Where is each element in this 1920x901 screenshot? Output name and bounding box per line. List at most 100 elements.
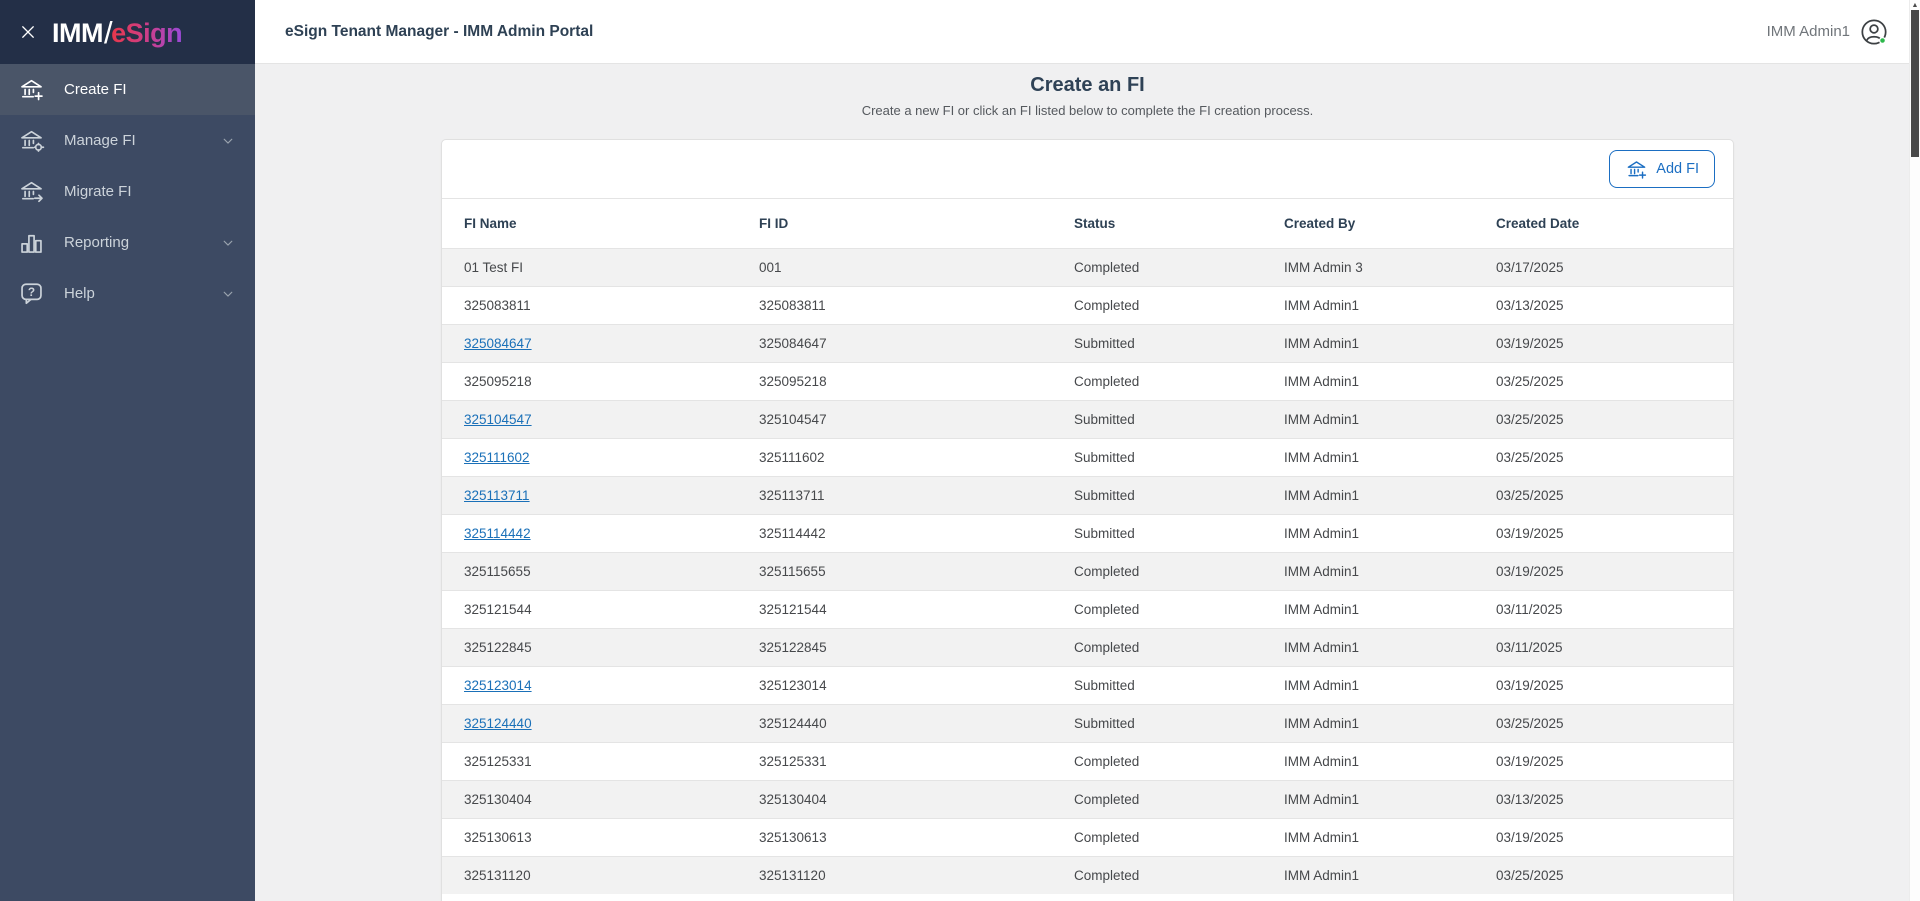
cell-created-by: IMM Admin1 [1284, 665, 1496, 704]
cell-fi-name: 325122845 [442, 627, 759, 666]
user-name: IMM Admin1 [1766, 23, 1850, 40]
svg-text:?: ? [28, 285, 35, 299]
fi-name-link[interactable]: 325084647 [464, 335, 532, 351]
cell-fi-id: 325124440 [759, 703, 1074, 742]
bar-chart-icon [18, 229, 45, 256]
cell-created-by: IMM Admin1 [1284, 817, 1496, 856]
cell-fi-id: 325084647 [759, 323, 1074, 362]
cell-fi-id: 325130404 [759, 779, 1074, 818]
cell-status: Completed [1074, 551, 1284, 590]
cell-status: Submitted [1074, 399, 1284, 438]
cell-fi-name: 325123014 [442, 665, 759, 704]
cell-fi-id: 325122845 [759, 627, 1074, 666]
sidebar-item-create-fi[interactable]: Create FI [0, 64, 255, 115]
cell-created-by: IMM Admin 3 [1284, 247, 1496, 286]
table-header-row: FI Name FI ID Status Created By Created Date [442, 199, 1733, 248]
cell-created-date: 03/25/2025 [1496, 475, 1733, 514]
page-title: Create an FI [1030, 74, 1145, 96]
sidebar-item-migrate-fi[interactable]: Migrate FI [0, 166, 255, 217]
cell-fi-id: 325104547 [759, 399, 1074, 438]
cell-created-date: 03/25/2025 [1496, 855, 1733, 894]
cell-created-by: IMM Admin1 [1284, 779, 1496, 818]
cell-fi-id: 325111602 [759, 437, 1074, 476]
cell-fi-id: 325131120 [759, 855, 1074, 894]
add-fi-button[interactable]: Add FI [1609, 150, 1715, 188]
table-row: 325121544 325121544 Completed IMM Admin1 03/… [442, 589, 1733, 628]
fi-list-card: Add FI FI Name FI ID Status Created By Creat… [441, 139, 1734, 901]
chevron-down-icon [221, 134, 235, 148]
cell-created-date: 03/19/2025 [1496, 551, 1733, 590]
cell-fi-id: 325095218 [759, 361, 1074, 400]
table-row: 325114442 325114442 Submitted IMM Admin1 03/… [442, 513, 1733, 552]
cell-status: Completed [1074, 779, 1284, 818]
sidebar-item-manage-fi[interactable]: Manage FI [0, 115, 255, 166]
fi-name-link[interactable]: 325123014 [464, 677, 532, 693]
cell-created-by: IMM Admin1 [1284, 551, 1496, 590]
cell-created-by: IMM Admin1 [1284, 361, 1496, 400]
sidebar-header: IMM / eSign [0, 0, 255, 64]
cell-created-by: IMM Admin1 [1284, 475, 1496, 514]
cell-fi-id: 325130613 [759, 817, 1074, 856]
cell-fi-name: 325083811 [442, 285, 759, 324]
table-row: 01 Test FI 001 Completed IMM Admin 3 03/17/2… [442, 247, 1733, 286]
cell-created-date: 03/19/2025 [1496, 741, 1733, 780]
logo-imm: IMM [52, 18, 103, 48]
close-icon[interactable] [14, 18, 42, 46]
cell-status: Submitted [1074, 703, 1284, 742]
table-row: 325083811 325083811 Completed IMM Admin1 03/… [442, 285, 1733, 324]
cell-created-date: 03/25/2025 [1496, 361, 1733, 400]
cell-created-date: 03/25/2025 [1496, 399, 1733, 438]
sidebar-item-label: Manage FI [64, 132, 136, 149]
cell-created-date: 03/17/2025 [1496, 247, 1733, 286]
cell-fi-id: 325121544 [759, 589, 1074, 628]
vertical-scrollbar[interactable]: ▲ [1909, 0, 1920, 901]
user-menu[interactable]: IMM Admin1 [1767, 18, 1888, 46]
bank-gear-icon [18, 127, 45, 154]
cell-status: Submitted [1074, 665, 1284, 704]
table-row: 325115655 325115655 Completed IMM Admin1 03/… [442, 551, 1733, 590]
main-content: Create an FI Create a new FI or click an… [255, 64, 1920, 901]
table-row: 325124440 325124440 Submitted IMM Admin1 03/… [442, 703, 1733, 742]
fi-name-link[interactable]: 325104547 [464, 411, 532, 427]
cell-fi-name: 325115655 [442, 551, 759, 590]
cell-created-by: IMM Admin1 [1284, 437, 1496, 476]
fi-table: FI Name FI ID Status Created By Created Date… [442, 199, 1733, 894]
cell-status: Submitted [1074, 513, 1284, 552]
fi-name-link[interactable]: 325113711 [464, 487, 530, 503]
chevron-down-icon [221, 287, 235, 301]
cell-created-by: IMM Admin1 [1284, 323, 1496, 362]
cell-fi-name: 325130613 [442, 817, 759, 856]
scrollbar-thumb[interactable] [1911, 10, 1919, 157]
cell-status: Completed [1074, 247, 1284, 286]
sidebar-item-label: Migrate FI [64, 183, 132, 200]
cell-created-date: 03/11/2025 [1496, 589, 1733, 628]
cell-fi-name: 325104547 [442, 399, 759, 438]
cell-created-by: IMM Admin1 [1284, 399, 1496, 438]
bank-arrow-icon [18, 178, 45, 205]
logo-esign: eSign [111, 18, 183, 48]
table-row: 325122845 325122845 Completed IMM Admin1 03/… [442, 627, 1733, 666]
cell-status: Completed [1074, 855, 1284, 894]
table-row: 325095218 325095218 Completed IMM Admin1 03/… [442, 361, 1733, 400]
cell-fi-name: 325130404 [442, 779, 759, 818]
cell-fi-name: 325113711 [442, 475, 759, 514]
imm-esign-logo: IMM / eSign [52, 14, 183, 50]
cell-status: Submitted [1074, 437, 1284, 476]
fi-name-link[interactable]: 325111602 [464, 449, 530, 465]
sidebar-item-label: Help [64, 285, 95, 302]
cell-fi-name: 325114442 [442, 513, 759, 552]
sidebar-nav: Create FI Manage FI Migrate FI Reporting? He… [0, 64, 255, 319]
column-header-status: Status [1074, 215, 1116, 231]
user-avatar-icon[interactable] [1860, 18, 1888, 46]
table-row: 325104547 325104547 Submitted IMM Admin1 03/… [442, 399, 1733, 438]
cell-created-by: IMM Admin1 [1284, 285, 1496, 324]
column-header-created-by: Created By [1284, 215, 1356, 231]
cell-created-by: IMM Admin1 [1284, 513, 1496, 552]
scroll-up-arrow-icon[interactable]: ▲ [1911, 1, 1919, 9]
table-row: 325084647 325084647 Submitted IMM Admin1 03/… [442, 323, 1733, 362]
fi-name-link[interactable]: 325124440 [464, 715, 532, 731]
sidebar-item-reporting[interactable]: Reporting [0, 217, 255, 268]
sidebar-item-help[interactable]: ? Help [0, 268, 255, 319]
cell-fi-name: 325111602 [442, 437, 759, 476]
fi-name-link[interactable]: 325114442 [464, 525, 531, 541]
